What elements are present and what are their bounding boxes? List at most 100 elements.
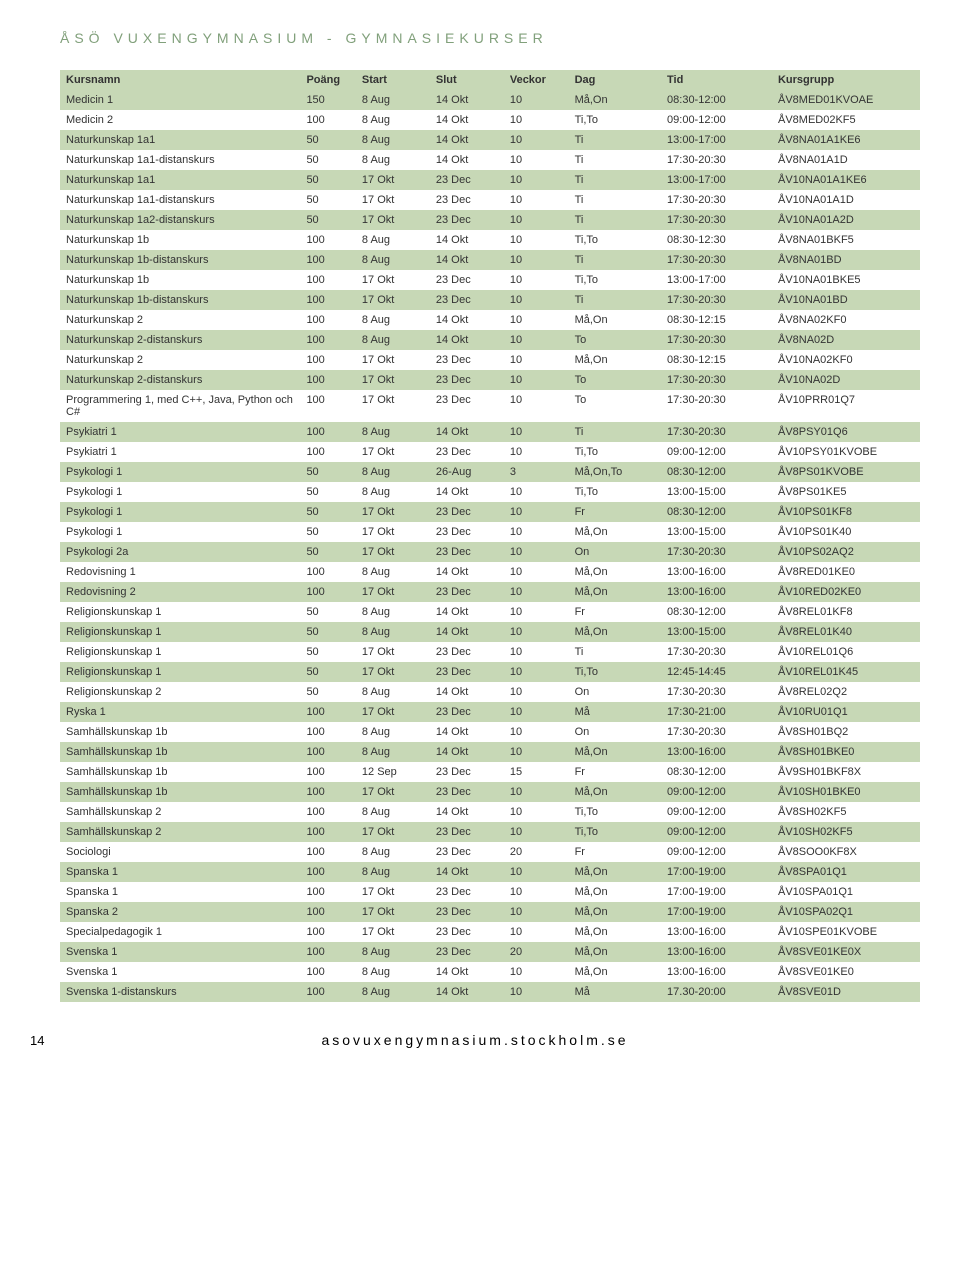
table-cell: 17 Okt [356,210,430,230]
table-cell: Specialpedagogik 1 [60,922,300,942]
table-cell: On [569,682,661,702]
table-cell: 10 [504,270,569,290]
table-cell: 17:00-19:00 [661,882,772,902]
table-cell: 10 [504,502,569,522]
table-cell: 20 [504,942,569,962]
table-cell: ÅV10NA02D [772,370,920,390]
table-cell: 100 [300,742,355,762]
table-cell: 10 [504,170,569,190]
table-cell: Psykiatri 1 [60,422,300,442]
table-cell: 10 [504,210,569,230]
table-cell: Ti [569,210,661,230]
table-cell: ÅV8REL02Q2 [772,682,920,702]
table-cell: 100 [300,370,355,390]
table-cell: Ti [569,290,661,310]
table-cell: 08:30-12:15 [661,310,772,330]
table-cell: 50 [300,462,355,482]
table-cell: 17 Okt [356,370,430,390]
table-row: Religionskunskap 1508 Aug14 Okt10Fr08:30… [60,602,920,622]
table-cell: 10 [504,982,569,1002]
table-cell: 17:00-19:00 [661,902,772,922]
table-cell: 10 [504,662,569,682]
table-cell: ÅV10PRR01Q7 [772,390,920,422]
table-cell: 10 [504,722,569,742]
table-cell: ÅV8SH01BKE0 [772,742,920,762]
table-row: Redovisning 210017 Okt23 Dec10Må,On13:00… [60,582,920,602]
table-cell: 10 [504,822,569,842]
table-cell: 50 [300,662,355,682]
table-cell: 8 Aug [356,110,430,130]
table-cell: 10 [504,190,569,210]
table-cell: 100 [300,702,355,722]
table-cell: 17 Okt [356,502,430,522]
table-row: Psykologi 2a5017 Okt23 Dec10On17:30-20:3… [60,542,920,562]
table-row: Ryska 110017 Okt23 Dec10Må17:30-21:00ÅV1… [60,702,920,722]
table-cell: ÅV8SVE01D [772,982,920,1002]
table-cell: 14 Okt [430,150,504,170]
table-cell: 15 [504,762,569,782]
table-cell: Svenska 1 [60,942,300,962]
table-cell: 10 [504,90,569,110]
table-cell: 10 [504,602,569,622]
table-cell: 14 Okt [430,682,504,702]
table-cell: ÅV10NA01A1D [772,190,920,210]
table-cell: Svenska 1 [60,962,300,982]
table-cell: 13:00-16:00 [661,582,772,602]
table-cell: Ti [569,130,661,150]
table-row: Redovisning 11008 Aug14 Okt10Må,On13:00-… [60,562,920,582]
column-header: Kursgrupp [772,70,920,90]
table-cell: Ti,To [569,270,661,290]
table-cell: Samhällskunskap 2 [60,822,300,842]
table-cell: Ryska 1 [60,702,300,722]
table-cell: 17 Okt [356,390,430,422]
table-cell: ÅV10REL01Q6 [772,642,920,662]
page-footer: 14 asovuxengymnasium.stockholm.se [60,1032,920,1048]
table-cell: ÅV8SVE01KE0 [772,962,920,982]
table-cell: 23 Dec [430,270,504,290]
table-cell: 50 [300,210,355,230]
table-row: Naturkunskap 1a15017 Okt23 Dec10Ti13:00-… [60,170,920,190]
table-cell: 100 [300,822,355,842]
table-cell: 14 Okt [430,982,504,1002]
table-cell: 100 [300,862,355,882]
table-cell: 100 [300,722,355,742]
table-cell: Naturkunskap 2-distanskurs [60,370,300,390]
table-cell: 50 [300,602,355,622]
table-cell: Må [569,702,661,722]
table-cell: 8 Aug [356,310,430,330]
table-cell: Programmering 1, med C++, Java, Python o… [60,390,300,422]
table-cell: 17:00-19:00 [661,862,772,882]
table-cell: Ti,To [569,482,661,502]
table-cell: 100 [300,350,355,370]
table-cell: 23 Dec [430,842,504,862]
table-cell: 14 Okt [430,130,504,150]
column-header: Slut [430,70,504,90]
table-cell: Ti,To [569,442,661,462]
table-cell: 10 [504,922,569,942]
table-cell: ÅV10NA02KF0 [772,350,920,370]
table-row: Sociologi1008 Aug23 Dec20Fr09:00-12:00ÅV… [60,842,920,862]
table-cell: 14 Okt [430,250,504,270]
table-cell: 17 Okt [356,642,430,662]
table-cell: 50 [300,130,355,150]
table-cell: 50 [300,482,355,502]
table-cell: 8 Aug [356,330,430,350]
table-cell: Naturkunskap 1b-distanskurs [60,290,300,310]
table-cell: 8 Aug [356,150,430,170]
table-cell: 23 Dec [430,942,504,962]
table-cell: 100 [300,882,355,902]
table-cell: ÅV10PSY01KVOBE [772,442,920,462]
table-cell: 17 Okt [356,522,430,542]
table-cell: ÅV8PS01KE5 [772,482,920,502]
table-cell: 17 Okt [356,442,430,462]
table-row: Naturkunskap 21008 Aug14 Okt10Må,On08:30… [60,310,920,330]
table-cell: Må,On [569,882,661,902]
table-cell: 100 [300,330,355,350]
table-cell: 100 [300,802,355,822]
table-cell: 14 Okt [430,602,504,622]
table-cell: 12:45-14:45 [661,662,772,682]
table-cell: 23 Dec [430,922,504,942]
table-row: Psykologi 1508 Aug26-Aug3Må,On,To08:30-1… [60,462,920,482]
table-cell: 17:30-20:30 [661,330,772,350]
table-cell: 08:30-12:00 [661,462,772,482]
